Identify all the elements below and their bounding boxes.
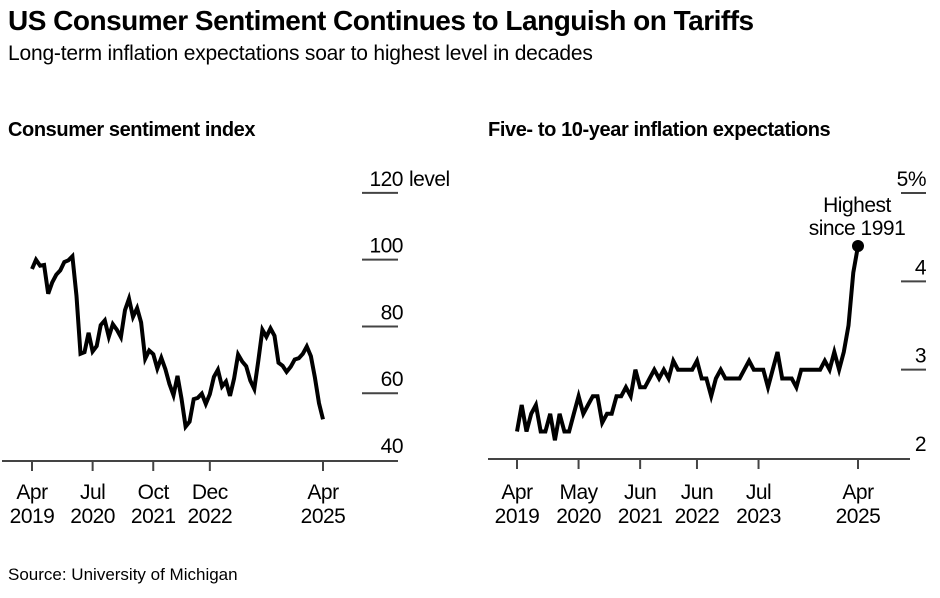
y-axis-label: 4 [915,256,927,279]
x-axis-label-month: Dec [192,481,228,504]
x-axis-label-year: 2021 [131,505,176,528]
source-note: Source: University of Michigan [8,565,238,584]
x-axis-label-month: Apr [16,481,48,504]
x-axis-label-year: 2023 [736,505,781,528]
sentiment-line [30,251,325,432]
annotation-highest: Highest [823,194,891,217]
right-chart-title: Five- to 10-year inflation expectations [488,119,831,141]
x-axis-label-year: 2019 [10,505,55,528]
x-axis-label-month: Jun [681,481,713,504]
x-axis-label-month: Jul [746,481,771,504]
y-axis-label: 60 [381,368,403,391]
y-axis-label: 2 [915,433,926,456]
y-axis-unit-label: level [409,168,450,191]
sentiment-chart: 120 level100806040Apr2019Jul2020Oct2021De… [2,168,450,528]
x-axis-label-year: 2022 [187,505,232,528]
x-axis-label-year: 2025 [301,505,346,528]
inflation-chart: 5%432Apr2019May2020Jun2021Jun2022Jul2023… [488,168,927,528]
page-title: US Consumer Sentiment Continues to Langu… [8,5,754,36]
x-axis-label-year: 2020 [556,505,601,528]
x-axis-label-year: 2025 [836,505,881,528]
x-axis-label-year: 2022 [675,505,720,528]
annotation-since-1991: since 1991 [809,217,906,240]
x-axis-label-month: Jun [624,481,656,504]
y-axis-label: 5% [897,168,926,191]
inflation-line [515,245,860,441]
x-axis-label-year: 2020 [70,505,115,528]
line-end-marker [851,240,864,253]
page-subtitle: Long-term inflation expectations soar to… [8,42,593,65]
x-axis-label-month: Apr [307,481,339,504]
x-axis-label-month: Apr [501,481,533,504]
y-axis-label: 80 [381,301,403,324]
y-axis-label: 3 [915,345,926,368]
y-axis-label: 40 [381,435,403,458]
x-axis-label-month: Jul [80,481,105,504]
x-axis-label-year: 2019 [495,505,540,528]
left-chart-title: Consumer sentiment index [8,119,256,141]
x-axis-label-month: Oct [138,481,170,504]
x-axis-label-year: 2021 [618,505,663,528]
y-axis-label: 100 [369,235,403,258]
y-axis-label: 120 [369,168,403,191]
x-axis-label-month: Apr [842,481,874,504]
x-axis-label-month: May [559,481,598,504]
